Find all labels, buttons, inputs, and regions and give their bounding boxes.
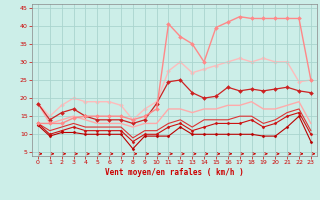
X-axis label: Vent moyen/en rafales ( km/h ): Vent moyen/en rafales ( km/h ) <box>105 168 244 177</box>
